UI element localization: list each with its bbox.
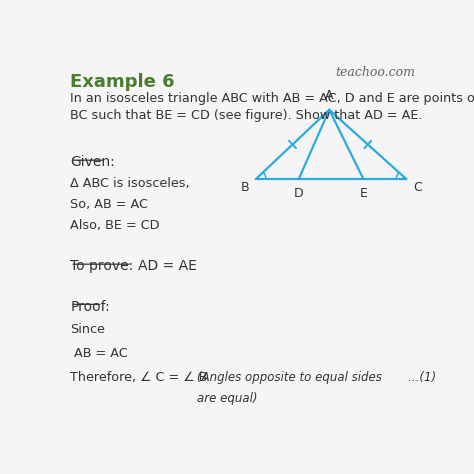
Text: So, AB = AC: So, AB = AC <box>70 198 148 211</box>
Text: Also, BE = CD: Also, BE = CD <box>70 219 160 232</box>
Text: B: B <box>240 181 249 194</box>
Text: Given:: Given: <box>70 155 115 169</box>
Text: BC such that BE = CD (see figure). Show that AD = AE.: BC such that BE = CD (see figure). Show … <box>70 109 423 122</box>
Text: Proof:: Proof: <box>70 300 110 314</box>
Text: A: A <box>325 89 334 102</box>
Text: Therefore, ∠ C = ∠ B: Therefore, ∠ C = ∠ B <box>70 371 208 384</box>
Text: Since: Since <box>70 323 105 337</box>
Text: teachoo.com: teachoo.com <box>336 66 416 79</box>
Text: Δ ABC is isosceles,: Δ ABC is isosceles, <box>70 177 190 190</box>
Text: D: D <box>294 187 303 200</box>
Text: (Angles opposite to equal sides       ...(1): (Angles opposite to equal sides ...(1) <box>197 371 436 384</box>
Text: AB = AC: AB = AC <box>70 347 128 360</box>
Text: In an isosceles triangle ABC with AB = AC, D and E are points on: In an isosceles triangle ABC with AB = A… <box>70 91 474 105</box>
Text: Example 6: Example 6 <box>70 73 175 91</box>
Text: To prove:: To prove: <box>70 259 134 273</box>
Text: E: E <box>360 187 367 200</box>
Text: are equal): are equal) <box>197 392 257 405</box>
Text: AD = AE: AD = AE <box>138 259 197 273</box>
Text: C: C <box>413 181 422 194</box>
